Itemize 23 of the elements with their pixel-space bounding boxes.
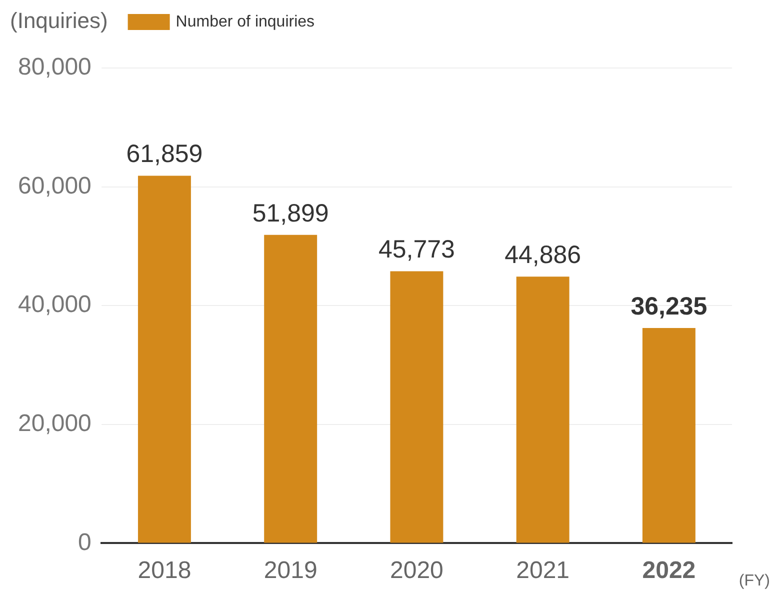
data-label: 51,899	[252, 199, 329, 228]
y-tick-label: 40,000	[18, 291, 92, 318]
x-tick-label: 2020	[390, 557, 444, 584]
x-axis-title: (FY)	[738, 572, 770, 590]
bar	[516, 276, 570, 543]
bar	[642, 328, 696, 543]
bar	[264, 234, 318, 543]
y-tick-label: 60,000	[18, 172, 92, 200]
data-label: 45,773	[378, 236, 455, 264]
y-tick-label: 20,000	[18, 410, 92, 438]
x-tick-label: 2018	[138, 557, 192, 584]
bar	[390, 271, 444, 543]
legend-label: Number of inquiries	[176, 13, 315, 30]
x-tick-label: 2022	[642, 557, 696, 584]
data-label: 61,859	[126, 140, 203, 168]
data-label: 36,235	[630, 292, 708, 320]
y-tick-label: 0	[78, 528, 92, 556]
y-axis-title: (Inquiries)	[10, 8, 108, 34]
x-tick-label: 2019	[264, 557, 318, 584]
x-tick-label: 2021	[516, 557, 570, 584]
data-label: 44,886	[504, 240, 582, 269]
y-tick-label: 80,000	[18, 54, 92, 81]
bar	[138, 176, 191, 543]
